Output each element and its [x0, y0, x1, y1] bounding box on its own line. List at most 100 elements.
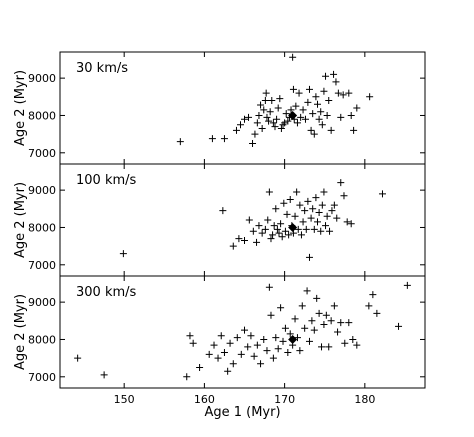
data-point	[220, 135, 228, 143]
data-point	[334, 328, 342, 336]
data-point	[265, 283, 273, 291]
data-point	[241, 115, 249, 123]
data-point	[325, 343, 333, 351]
data-point	[260, 335, 268, 343]
data-point	[267, 311, 275, 319]
data-point	[244, 343, 252, 351]
data-point	[296, 201, 304, 209]
data-point	[279, 337, 287, 345]
data-point	[309, 205, 317, 213]
data-point	[299, 106, 307, 114]
data-point	[271, 123, 279, 131]
y-axis-label: Age 2 (Myr)	[13, 294, 28, 370]
data-point	[235, 235, 243, 243]
panel-2: 7000 8000 9000 100 km/s Age 2 (Myr)	[13, 163, 426, 277]
data-point	[294, 225, 302, 233]
data-point	[176, 138, 184, 146]
data-point	[269, 231, 277, 239]
data-point	[292, 102, 300, 110]
data-point	[337, 179, 345, 187]
data-point	[273, 225, 281, 233]
data-point	[332, 78, 340, 86]
data-point	[237, 350, 245, 358]
data-point	[327, 126, 335, 134]
data-point	[255, 111, 263, 119]
data-point	[284, 349, 292, 357]
data-point	[270, 222, 278, 230]
data-point	[247, 332, 255, 340]
data-point	[278, 233, 286, 241]
data-point	[330, 201, 338, 209]
data-point	[318, 201, 326, 209]
data-point	[309, 110, 317, 118]
data-point	[263, 113, 271, 121]
data-point	[395, 322, 403, 330]
data-point	[119, 250, 127, 258]
data-point	[273, 115, 281, 123]
data-point	[283, 210, 291, 218]
data-point	[277, 304, 285, 312]
x-tick-label: 160	[194, 393, 215, 406]
panel-1: 7000 8000 9000 30 km/s Age 2 (Myr)	[13, 51, 426, 165]
data-point	[245, 113, 253, 121]
data-point	[315, 115, 323, 123]
data-point	[249, 227, 257, 235]
data-point	[343, 218, 351, 226]
data-point	[186, 332, 194, 340]
y-tick-label: 9000	[28, 184, 56, 197]
data-point	[258, 125, 266, 133]
data-point	[323, 111, 331, 119]
data-point	[310, 326, 318, 334]
data-point	[276, 95, 284, 103]
data-point	[325, 97, 333, 105]
data-point	[183, 373, 191, 381]
data-point	[289, 53, 297, 61]
data-point	[233, 334, 241, 342]
data-point	[293, 119, 301, 127]
data-point	[366, 93, 374, 101]
y-tick-label: 7000	[28, 147, 56, 160]
data-point	[257, 101, 265, 109]
data-point	[322, 222, 330, 230]
data-point	[349, 335, 357, 343]
panel-3: 7000 8000 9000 150 160 170 180 300 km/s Age 2 (M…	[13, 275, 426, 406]
data-point	[310, 130, 318, 138]
data-point	[310, 225, 318, 233]
data-point	[308, 317, 316, 325]
data-point	[281, 324, 289, 332]
data-point	[313, 294, 321, 302]
data-point	[264, 216, 272, 224]
data-point	[229, 242, 237, 250]
data-point	[347, 220, 355, 228]
data-point	[365, 302, 373, 310]
data-point	[345, 319, 353, 327]
data-point	[330, 302, 338, 310]
data-point	[350, 126, 358, 134]
data-point	[253, 119, 261, 127]
data-point	[403, 281, 411, 289]
data-point	[269, 119, 277, 127]
data-point	[74, 354, 82, 362]
data-point	[320, 321, 328, 329]
data-point	[269, 354, 277, 362]
data-point	[267, 235, 275, 243]
data-point	[320, 188, 328, 196]
data-point	[275, 229, 283, 237]
data-point	[337, 113, 345, 121]
y-tick-label: 9000	[28, 72, 56, 85]
x-tick-label: 170	[274, 393, 295, 406]
data-point	[265, 188, 273, 196]
data-point	[287, 106, 295, 114]
data-point	[268, 97, 276, 105]
panel-title: 100 km/s	[76, 173, 137, 188]
data-point	[257, 360, 265, 368]
data-point	[291, 212, 299, 220]
data-point	[214, 354, 222, 362]
data-point	[322, 72, 330, 80]
data-point	[295, 89, 303, 97]
y-tick-label: 8000	[28, 109, 56, 122]
data-point	[210, 341, 218, 349]
data-point	[208, 135, 216, 143]
data-point	[262, 89, 270, 97]
data-point	[229, 360, 237, 368]
